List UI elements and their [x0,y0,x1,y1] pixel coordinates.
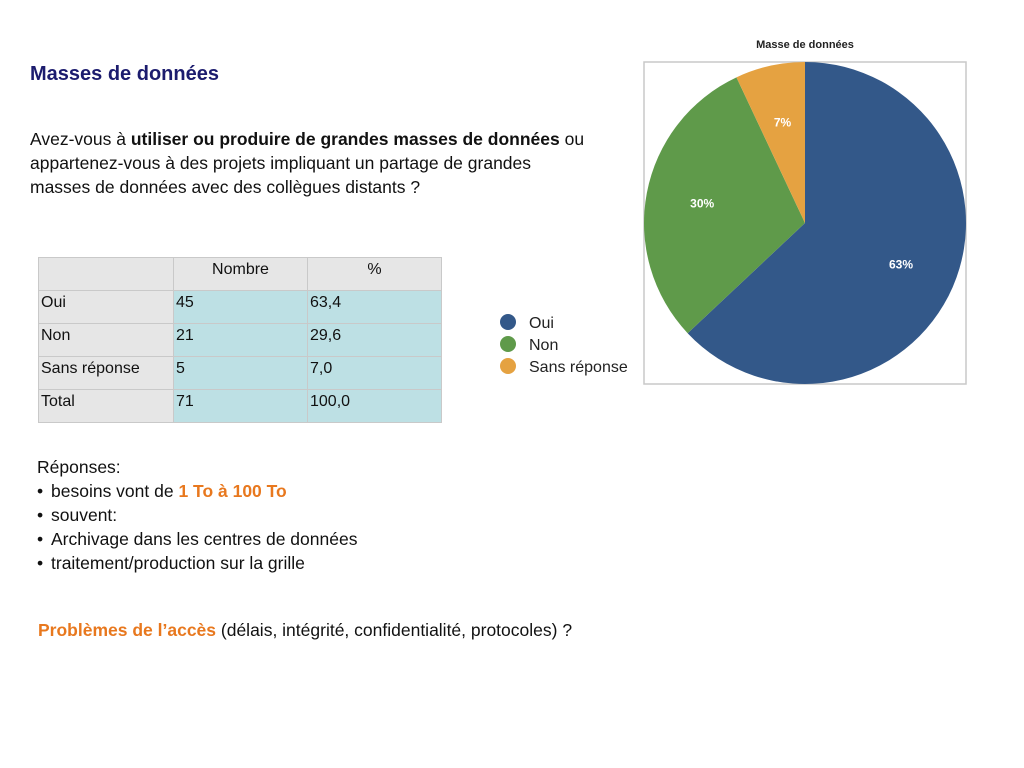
access-question: Problèmes de l’accès (délais, intégrité,… [38,620,572,641]
answer-text: souvent: [51,505,118,525]
access-rest: (délais, intégrité, confidentialité, pro… [216,620,573,640]
pie-slice-non [644,77,805,334]
answers-heading: Réponses: [37,457,121,477]
table-cell: 100,0 [307,389,442,423]
legend-label: Sans réponse [529,359,628,376]
table-row: Sans réponse 5 7,0 [38,356,442,390]
pie-slices [644,62,967,385]
table-row: Oui 45 63,4 [38,290,442,324]
table-cell: Sans réponse [38,356,174,390]
pie-slice-label: 7% [774,115,792,129]
table-cell: 63,4 [307,290,442,324]
question-bold: utiliser ou produire de grandes masses d… [130,129,560,149]
question-part1: Avez-vous à [30,129,131,149]
list-item: • Archivage dans les centres de données [37,527,357,551]
chart-title: Masse de données [756,39,854,51]
legend-marker [500,314,516,330]
list-item: • souvent: [37,503,357,527]
table-row: Total 71 100,0 [38,389,442,423]
table-cell: 5 [173,356,308,390]
list-item: • traitement/production sur la grille [37,551,357,575]
answers-block: Réponses: • besoins vont de 1 To à 100 To… [37,455,357,575]
pie-slice-label: 63% [889,258,913,272]
answer-text: besoins vont de [51,481,179,501]
chart-legend: Oui Non Sans réponse [500,314,628,376]
slide-title: Masses de données [30,63,219,85]
table-cell: Total [38,389,174,423]
question-text: Avez-vous à utiliser ou produire de gran… [30,127,590,199]
list-item: • besoins vont de 1 To à 100 To [37,479,357,503]
pie-slice-sans-réponse [736,62,805,223]
pie-labels: 63% 30% 7% [690,115,913,271]
legend-marker [500,336,516,352]
table-cell: 7,0 [307,356,442,390]
bullet-icon: • [37,553,44,573]
table-cell: 21 [173,323,308,357]
legend-label: Oui [529,315,554,332]
bullet-icon: • [37,529,44,549]
table-header-cell: Nombre [173,257,308,291]
table-cell: 45 [173,290,308,324]
bullet-icon: • [37,481,44,501]
answer-highlight: 1 To à 100 To [178,481,287,501]
answer-text: Archivage dans les centres de données [51,529,358,549]
answer-text: traitement/production sur la grille [51,553,305,573]
table-cell: Non [38,323,174,357]
table-cell: 71 [173,389,308,423]
access-highlight: Problèmes de l’accès [38,620,217,640]
legend-label: Non [529,337,558,354]
pie-slice-label: 30% [690,196,714,210]
question-part2: ou appartenez-vous à des projets impliqu… [30,129,585,197]
legend-marker [500,358,516,374]
bullet-icon: • [37,505,44,525]
results-table: Nombre % Oui 45 63,4 Non 21 29,6 Sans ré… [38,257,442,423]
pie-slice-oui [687,62,967,385]
